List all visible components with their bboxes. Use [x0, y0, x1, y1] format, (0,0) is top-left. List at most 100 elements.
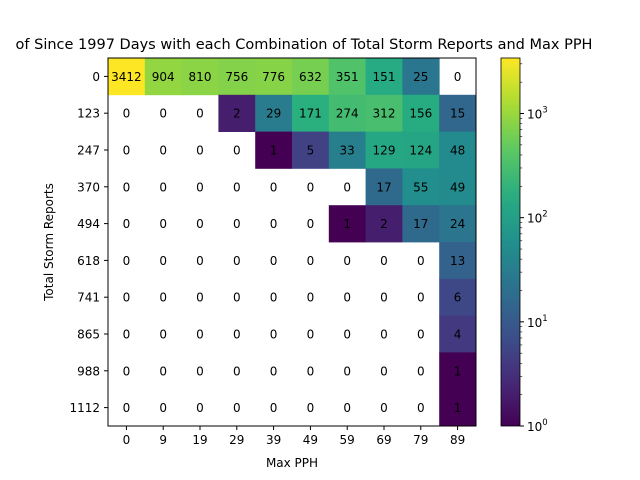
cell-value-label: 2: [233, 107, 241, 121]
heatmap-cell: [439, 242, 477, 280]
x-tick-label: 0: [123, 433, 131, 447]
cell-value-label: 0: [270, 364, 278, 378]
cell-value-label: 24: [450, 217, 465, 231]
x-axis: 0 9 19 29 39 49 59 69 79 89: [123, 426, 465, 447]
y-tick-label: 865: [77, 328, 100, 342]
x-tick-label: 29: [229, 433, 244, 447]
cell-value-label: 756: [225, 70, 248, 84]
x-tick-label: 19: [192, 433, 207, 447]
heatmap-cell: [439, 168, 477, 206]
cell-value-label: 0: [307, 254, 315, 268]
cell-value-label: 0: [123, 180, 131, 194]
cell-value-label: 29: [266, 107, 281, 121]
x-tick-label: 79: [413, 433, 428, 447]
heatmap-cell: [439, 315, 477, 353]
cell-value-label: 776: [262, 70, 285, 84]
cell-value-label: 0: [123, 291, 131, 305]
cell-value-label: 0: [417, 401, 425, 415]
cell-value-label: 0: [417, 328, 425, 342]
cell-value-label: 0: [159, 328, 167, 342]
heatmap-cell: [218, 94, 256, 132]
cell-value-label: 5: [307, 144, 315, 158]
cell-value-label: 0: [417, 254, 425, 268]
heatmap-cell: [328, 131, 366, 169]
cell-value-label: 0: [343, 364, 351, 378]
colorbar: 100 101 102 103: [500, 57, 548, 434]
cell-value-label: 1: [343, 217, 351, 231]
cell-value-label: 171: [299, 107, 322, 121]
cell-value-label: 0: [380, 254, 388, 268]
x-tick-label: 69: [376, 433, 391, 447]
heatmap-cell: [439, 131, 477, 169]
cell-value-label: 0: [196, 254, 204, 268]
cell-value-label: 274: [336, 107, 359, 121]
cell-value-label: 0: [270, 328, 278, 342]
cell-value-label: 33: [340, 144, 355, 158]
cell-value-label: 17: [413, 217, 428, 231]
cell-value-label: 0: [159, 217, 167, 231]
cell-value-label: 0: [196, 291, 204, 305]
cell-value-label: 0: [343, 180, 351, 194]
cell-value-label: 0: [123, 254, 131, 268]
cell-value-label: 0: [307, 364, 315, 378]
cell-value-label: 0: [307, 328, 315, 342]
cell-value-label: 0: [159, 401, 167, 415]
cell-value-label: 15: [450, 107, 465, 121]
cell-value-label: 0: [123, 217, 131, 231]
cell-value-label: 0: [417, 364, 425, 378]
cell-value-label: 3412: [111, 70, 142, 84]
y-tick-label: 1112: [69, 401, 100, 415]
cell-value-label: 0: [307, 180, 315, 194]
cell-value-label: 4: [454, 328, 462, 342]
heatmap-cell: [255, 131, 293, 169]
cell-value-label: 0: [123, 401, 131, 415]
y-axis: 0 123 247 370 494 618 741 865 988 1112: [69, 70, 108, 415]
colorbar-tick-label: 103: [527, 106, 548, 122]
cell-value-label: 0: [343, 401, 351, 415]
cell-value-label: 0: [159, 364, 167, 378]
x-tick-label: 39: [266, 433, 281, 447]
cell-value-label: 0: [270, 180, 278, 194]
y-tick-label: 0: [92, 70, 100, 84]
cell-value-label: 0: [307, 291, 315, 305]
cell-value-label: 0: [380, 364, 388, 378]
y-tick-label: 370: [77, 180, 100, 194]
colorbar-tick-label: 101: [527, 314, 548, 330]
cell-value-label: 0: [123, 144, 131, 158]
heatmap-cell: [402, 168, 440, 206]
cell-value-label: 0: [233, 217, 241, 231]
heatmap-cell: [218, 58, 256, 96]
heatmap-cell: [402, 58, 440, 96]
chart-title: of Since 1997 Days with each Combination…: [16, 37, 593, 53]
cell-value-label: 0: [159, 254, 167, 268]
cell-value-label: 13: [450, 254, 465, 268]
cell-value-label: 0: [196, 107, 204, 121]
cell-value-label: 0: [159, 144, 167, 158]
heatmap-cell: [328, 58, 366, 96]
cell-value-label: 0: [380, 328, 388, 342]
cell-value-label: 0: [123, 107, 131, 121]
heatmap-cell: [292, 94, 330, 132]
cell-value-label: 0: [343, 291, 351, 305]
heatmap-cell: [365, 58, 403, 96]
cell-value-label: 0: [233, 144, 241, 158]
heatmap-cell: [255, 94, 293, 132]
cell-value-label: 48: [450, 144, 465, 158]
heatmap-cell: [439, 94, 477, 132]
cell-value-label: 0: [417, 291, 425, 305]
cell-value-label: 25: [413, 70, 428, 84]
cell-value-label: 0: [307, 401, 315, 415]
y-tick-label: 741: [77, 291, 100, 305]
heatmap-cell: [292, 131, 330, 169]
y-tick-label: 494: [77, 217, 100, 231]
cell-value-label: 129: [373, 144, 396, 158]
heatmap-cell: [365, 131, 403, 169]
heatmap-cell: [439, 352, 477, 390]
cell-value-label: 0: [196, 328, 204, 342]
cell-value-label: 0: [233, 254, 241, 268]
cell-value-label: 0: [270, 291, 278, 305]
heatmap-cell: [365, 168, 403, 206]
heatmap-cell: [108, 58, 146, 96]
heatmap-cell: [144, 58, 182, 96]
